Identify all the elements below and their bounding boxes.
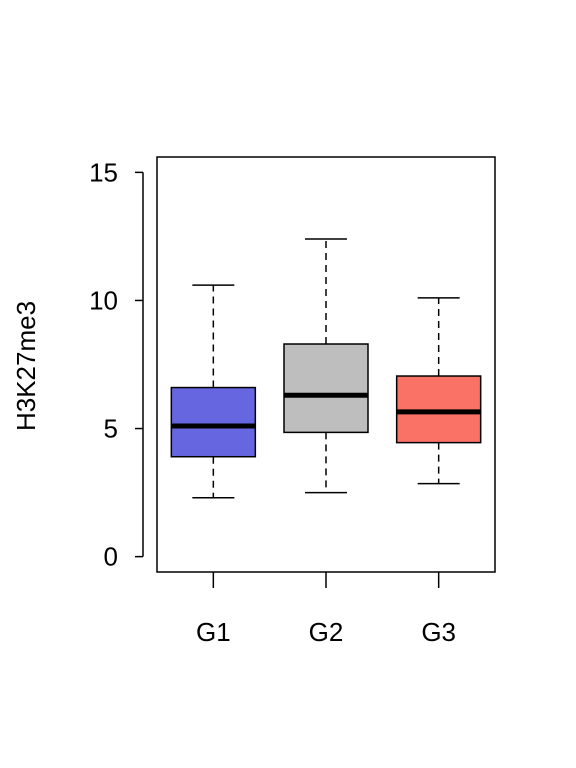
x-tick-label: G2: [309, 617, 344, 647]
boxes: [170, 238, 482, 499]
y-tick-label: 10: [89, 285, 118, 315]
x-axis: G1 G2 G3: [196, 572, 456, 647]
y-tick-label: 0: [104, 542, 118, 572]
y-tick-label: 5: [104, 414, 118, 444]
box-iqr: [170, 386, 257, 458]
x-tick-label: G3: [421, 617, 456, 647]
box-g3: [395, 297, 482, 485]
y-axis-label: H3K27me3: [11, 301, 41, 431]
box-g1: [170, 284, 257, 499]
y-tick-label: 15: [89, 157, 118, 187]
x-tick-label: G1: [196, 617, 231, 647]
box-g2: [283, 238, 369, 494]
y-axis: 0 5 10 15: [89, 157, 144, 572]
box-iqr: [283, 343, 369, 434]
box-iqr: [395, 375, 482, 444]
